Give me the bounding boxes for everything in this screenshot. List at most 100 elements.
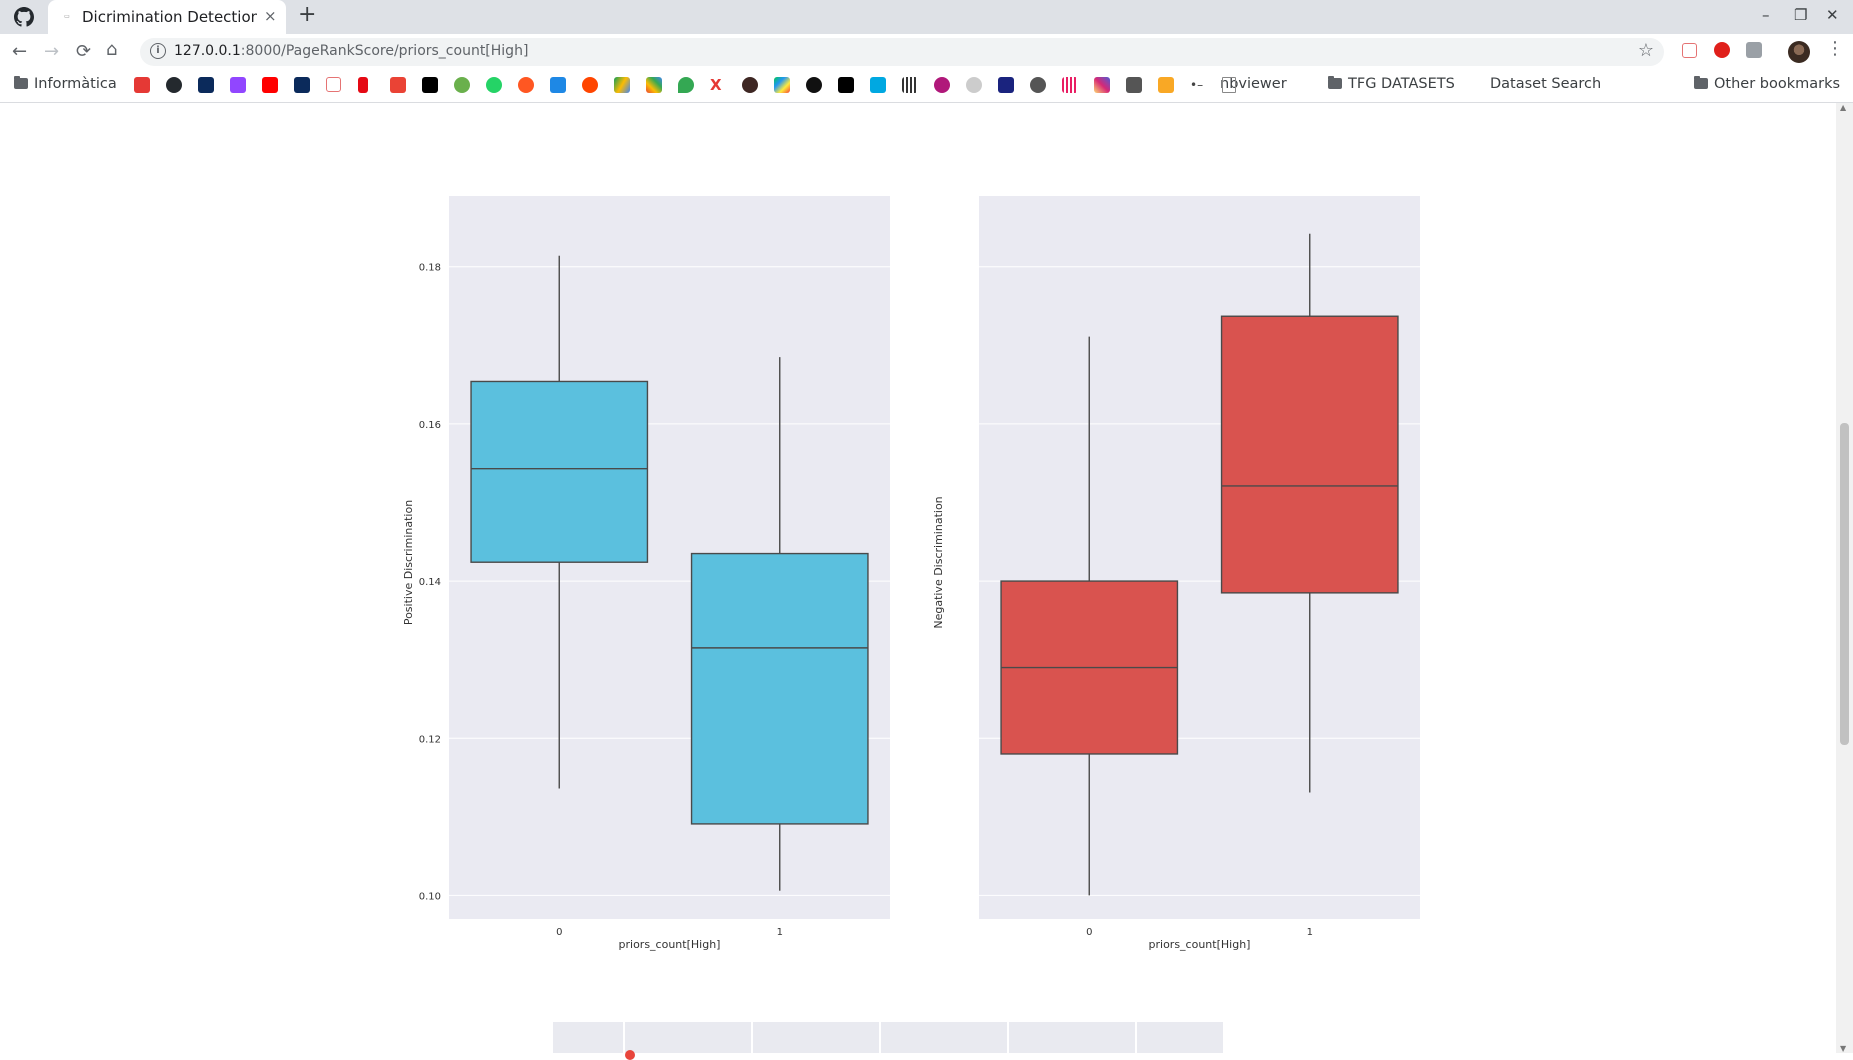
table-column-divider [1135,1022,1137,1053]
globe-icon[interactable] [1030,77,1046,93]
bookmark-folder-other[interactable]: Other bookmarks [1694,76,1840,92]
whatsapp-icon[interactable] [486,77,502,93]
bottom-table-partial [553,1022,1223,1053]
github-bookmark-icon[interactable] [166,77,182,93]
bookmark-nbviewer[interactable]: nbviewer [1220,76,1287,92]
bookmark-icon-32[interactable] [1126,77,1142,93]
github-icon[interactable] [14,7,34,27]
prime-video-icon[interactable] [870,77,886,93]
x-tick-label: 0 [556,927,562,938]
bookmark-icon-28[interactable] [998,77,1014,93]
bookmark-label: Other bookmarks [1714,76,1841,92]
netflix-icon[interactable] [358,77,368,93]
y-tick-label: 0.16 [419,420,441,431]
folder-icon [1328,76,1342,89]
address-bar[interactable]: i 127.0.0.1:8000/PageRankScore/priors_co… [140,38,1664,66]
active-tab[interactable]: ▭ Dicrimination Detection - × [48,0,286,34]
extension-icon[interactable] [1746,42,1762,58]
box-1 [1220,315,1399,594]
bookmark-icon-7[interactable] [326,77,341,92]
page-scrollbar[interactable]: ▲ ▼ [1836,103,1853,1053]
box-0 [470,380,649,563]
bookmark-icon-20[interactable] [742,77,758,93]
bookmark-icon-27[interactable] [966,77,982,93]
home-icon[interactable]: ⌂ [106,39,118,60]
x-tick-label: 1 [1307,927,1313,938]
back-arrow-icon[interactable]: ← [12,41,28,62]
x-tick-label: 1 [777,927,783,938]
nbviewer-icon [1222,77,1236,93]
bookmark-folder-informatica[interactable]: Informàtica [14,76,117,92]
boxplot-figure: 0.10 0.12 0.14 0.16 0.18 Positive Discriminat… [402,196,1420,951]
box-1 [690,552,869,825]
bookmarks-bar: Informàtica nbviewer TFG DATASETS Datase… [0,70,1853,103]
y-tick-label: 0.14 [419,577,441,588]
bookmark-star-icon[interactable]: ☆ [1637,40,1654,61]
hbo-icon[interactable] [422,77,438,93]
bookmark-icon-11[interactable] [454,77,470,93]
profile-avatar[interactable] [1788,41,1810,63]
y-tick-label: 0.12 [419,734,441,745]
scroll-down-arrow-icon[interactable]: ▼ [1840,1044,1847,1053]
scroll-up-arrow-icon[interactable]: ▲ [1840,103,1847,112]
table-column-divider [879,1022,881,1053]
forward-arrow-icon[interactable]: → [44,41,60,62]
bookmark-icon-3[interactable] [198,77,214,93]
site-info-icon[interactable]: i [150,43,166,59]
bookmark-icon-6[interactable] [294,77,310,93]
reload-icon[interactable]: ⟳ [76,41,92,62]
minimize-button[interactable]: – [1762,6,1770,24]
bookmark-icon-1[interactable] [134,77,150,93]
y-tick-label: 0.10 [419,891,441,902]
url-text[interactable]: 127.0.0.1:8000/PageRankScore/priors_coun… [174,43,528,59]
bookmark-icon-14[interactable] [550,77,566,93]
bookmark-label: Informàtica [34,76,117,92]
bookmark-icon-33[interactable] [1158,77,1174,93]
y-axis-label: Negative Discrimination [932,496,945,628]
url-path: :8000/PageRankScore/priors_count[High] [240,43,529,59]
google-play-icon[interactable] [774,77,790,93]
page-favicon-icon: ▭ [64,13,70,20]
bookmark-label: TFG DATASETS [1348,76,1455,92]
youtube-icon[interactable] [262,77,278,93]
bookmark-icon-13[interactable] [518,77,534,93]
bookmark-icon-34[interactable]: •– [1190,77,1206,93]
bookmark-label: nbviewer [1220,76,1287,92]
folder-icon [1694,76,1708,89]
twitch-icon[interactable] [230,77,246,93]
bookmark-label: Dataset Search [1490,76,1602,92]
close-tab-icon[interactable]: × [264,7,277,25]
bookmark-dataset-search[interactable]: Dataset Search [1490,76,1601,92]
bookmark-icon-25[interactable] [902,77,918,93]
status-dot [625,1050,635,1060]
table-column-divider [623,1022,625,1053]
bookmark-icon-30[interactable] [1062,77,1078,93]
bookmark-icon-22[interactable] [806,77,822,93]
bookmark-icon-23[interactable] [838,77,854,93]
bookmark-folder-tfg[interactable]: TFG DATASETS [1328,76,1455,92]
folder-icon [14,76,28,89]
opera-extension-icon[interactable] [1714,42,1730,58]
reddit-icon[interactable] [582,77,598,93]
extension-icon[interactable] [1682,43,1697,58]
instagram-icon[interactable] [1094,77,1110,93]
bookmark-icon-26[interactable] [934,77,950,93]
bookmark-icon-19[interactable]: X [710,76,722,94]
gmail-icon[interactable] [390,77,406,93]
table-column-divider [1007,1022,1009,1053]
scrollbar-thumb[interactable] [1840,423,1849,745]
new-tab-button[interactable]: + [298,2,317,27]
maximize-button[interactable]: ❐ [1794,6,1808,24]
more-menu-icon[interactable]: ⋮ [1826,38,1844,59]
tab-title: Dicrimination Detection - [82,8,257,26]
close-window-button[interactable]: ✕ [1826,6,1839,24]
y-axis-label: Positive Discrimination [402,500,415,625]
google-drive-icon[interactable] [614,77,630,93]
browser-toolbar: ← → ⟳ ⌂ i 127.0.0.1:8000/PageRankScore/p… [0,34,1853,70]
x-tick-label: 0 [1086,927,1092,938]
table-column-divider [751,1022,753,1053]
x-axis-label: priors_count[High] [1149,938,1251,951]
google-photos-icon[interactable] [646,77,662,93]
x-axis-label: priors_count[High] [619,938,721,951]
google-maps-icon[interactable] [678,77,694,93]
